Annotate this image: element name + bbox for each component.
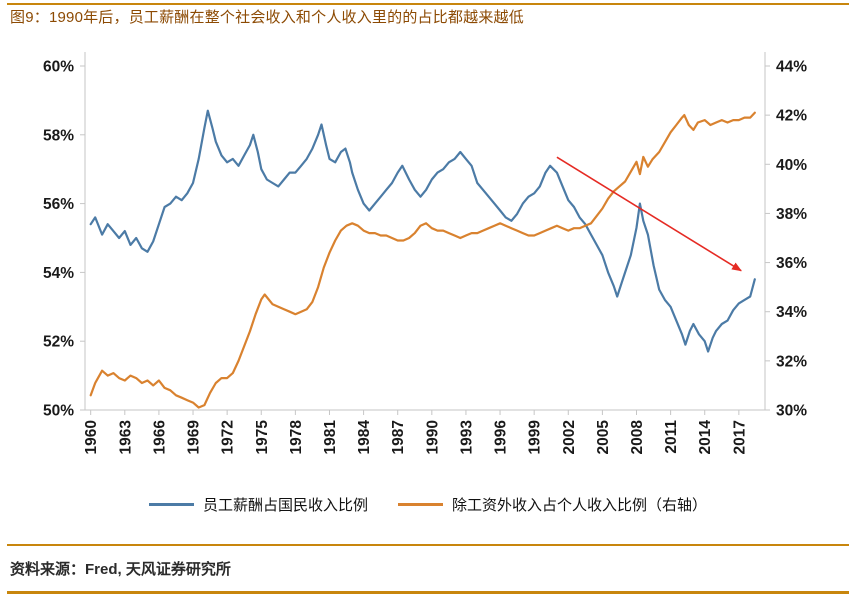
svg-text:56%: 56% <box>43 196 74 213</box>
svg-text:2017: 2017 <box>731 420 748 454</box>
svg-text:44%: 44% <box>776 59 807 76</box>
svg-text:1975: 1975 <box>254 420 271 455</box>
svg-text:2005: 2005 <box>595 420 612 455</box>
svg-text:54%: 54% <box>43 265 74 282</box>
svg-text:1990: 1990 <box>424 420 441 454</box>
svg-text:34%: 34% <box>776 304 807 321</box>
svg-text:38%: 38% <box>776 206 807 223</box>
svg-text:1981: 1981 <box>322 420 339 455</box>
svg-text:60%: 60% <box>43 59 74 76</box>
svg-text:1966: 1966 <box>151 420 168 455</box>
svg-text:1963: 1963 <box>117 420 134 455</box>
svg-text:30%: 30% <box>776 403 807 420</box>
svg-text:1987: 1987 <box>390 420 407 454</box>
data-source-note: 资料来源：Fred, 天风证券研究所 <box>10 561 231 578</box>
svg-text:58%: 58% <box>43 127 74 144</box>
dual-axis-line-chart: 60% 58% 56% 54% 52% 50% 44% 42% 40% 38% 36% 34% 32% 3… <box>43 52 807 455</box>
orange-line-swatch <box>398 503 443 506</box>
svg-text:36%: 36% <box>776 255 807 272</box>
top-accent-rule <box>7 3 849 5</box>
bottom-accent-rule <box>7 591 849 594</box>
svg-text:40%: 40% <box>776 157 807 174</box>
svg-text:1993: 1993 <box>458 420 475 455</box>
chart-legend: 员工薪酬占国民收入比例 除工资外收入占个人收入比例（右轴） <box>0 494 856 515</box>
blue-line-swatch <box>148 503 194 506</box>
legend-label-right-series: 除工资外收入占个人收入比例（右轴） <box>452 497 708 514</box>
svg-text:50%: 50% <box>43 403 74 420</box>
svg-text:2002: 2002 <box>561 420 578 454</box>
svg-text:1978: 1978 <box>288 420 305 455</box>
svg-text:2014: 2014 <box>697 420 714 455</box>
footer-accent-rule <box>7 544 849 546</box>
svg-text:1984: 1984 <box>356 420 373 455</box>
legend-label-left-series: 员工薪酬占国民收入比例 <box>202 497 368 514</box>
svg-text:1972: 1972 <box>220 420 237 454</box>
svg-text:2008: 2008 <box>629 420 646 455</box>
figure-title: 图9：1990年后，员工薪酬在整个社会收入和个人收入里的的占比都越来越低 <box>10 9 524 26</box>
svg-text:1996: 1996 <box>493 420 510 455</box>
svg-text:52%: 52% <box>43 334 74 351</box>
svg-text:42%: 42% <box>776 108 807 125</box>
svg-text:32%: 32% <box>776 353 807 370</box>
legend-item-right-series: 除工资外收入占个人收入比例（右轴） <box>398 494 707 515</box>
legend-item-left-series: 员工薪酬占国民收入比例 <box>148 494 368 515</box>
svg-text:1960: 1960 <box>83 420 100 454</box>
svg-text:2011: 2011 <box>663 420 680 454</box>
svg-text:1969: 1969 <box>186 420 203 455</box>
svg-text:1999: 1999 <box>527 420 544 455</box>
